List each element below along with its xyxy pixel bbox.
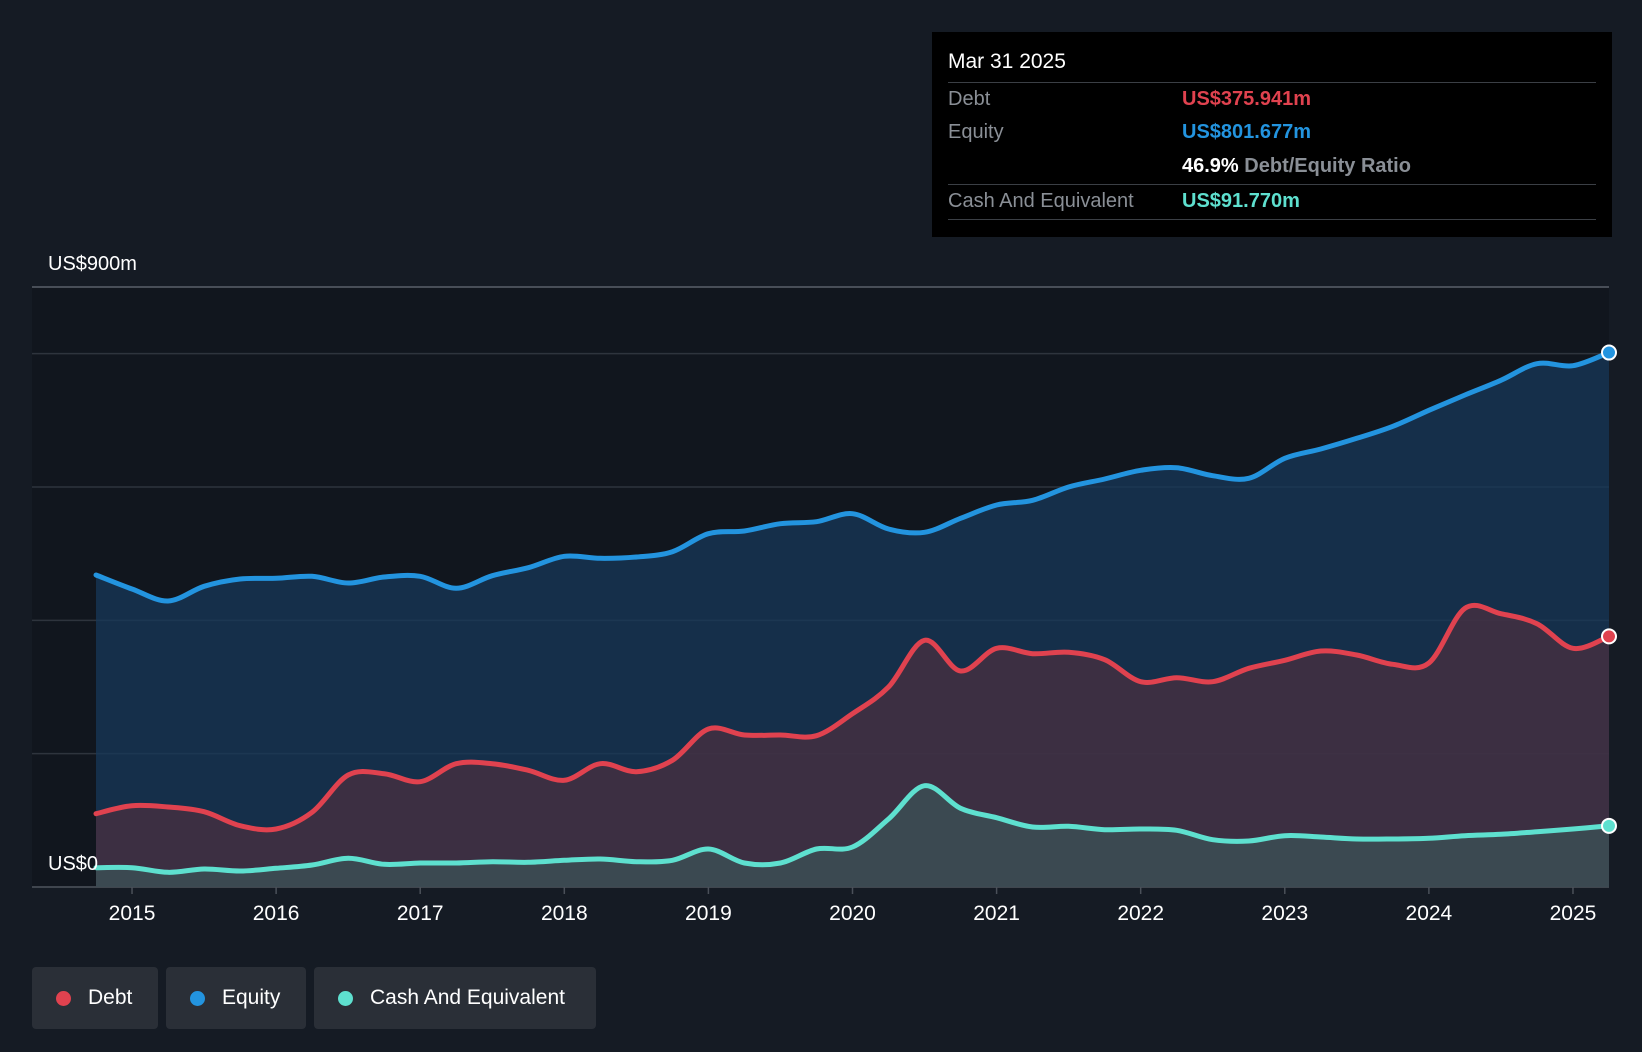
legend-cash[interactable]: Cash And Equivalent	[314, 967, 596, 1029]
legend-debt-label: Debt	[88, 986, 133, 1009]
debt-dot-icon	[56, 991, 71, 1006]
x-axis-ticks: 2015 2016 2017 2018 2019 2020 2021 2022 2023 2024…	[109, 887, 1597, 925]
cash-end-marker	[1601, 817, 1617, 834]
cash-line	[93, 783, 1612, 875]
tooltip-date: Mar 31 2025	[948, 50, 1066, 73]
legend-equity[interactable]: Equity	[166, 967, 306, 1029]
x-tick-label: 2018	[541, 902, 588, 925]
tooltip-ratio-value: 46.9%	[1182, 155, 1239, 177]
y-axis-label-top: US$900m	[48, 253, 137, 275]
x-tick-label: 2022	[1117, 902, 1164, 925]
tooltip-equity-label: Equity	[948, 121, 1004, 143]
debt-area	[96, 605, 1609, 887]
series-lines	[93, 350, 1612, 875]
x-tick-label: 2021	[973, 902, 1020, 925]
end-markers	[1601, 344, 1617, 834]
tooltip-cash-value: US$91.770m	[1182, 190, 1300, 212]
x-tick-label: 2015	[109, 902, 156, 925]
legend-debt[interactable]: Debt	[32, 967, 158, 1029]
tooltip-debt-label: Debt	[948, 88, 991, 110]
tooltip-debt-value: US$375.941m	[1182, 88, 1311, 110]
x-tick-label: 2017	[397, 902, 444, 925]
equity-line	[93, 350, 1612, 604]
cash-area	[96, 785, 1609, 887]
legend-cash-label: Cash And Equivalent	[370, 986, 565, 1009]
tooltip-cash-row: Cash And Equivalent US$91.770m	[948, 184, 1596, 220]
tooltip-debt-row: Debt US$375.941m	[948, 82, 1596, 117]
tooltip-equity-row: Equity US$801.677m	[948, 116, 1596, 150]
x-tick-label: 2023	[1261, 902, 1308, 925]
y-axis-label-bottom: US$0	[48, 853, 98, 875]
debt-end-marker	[1601, 628, 1617, 645]
equity-end-marker	[1601, 344, 1617, 361]
tooltip-ratio-label: Debt/Equity Ratio	[1244, 155, 1411, 177]
tooltip-cash-label: Cash And Equivalent	[948, 190, 1134, 212]
tooltip-panel: Mar 31 2025 Debt US$375.941m Equity US$8…	[932, 32, 1612, 237]
legend-equity-label: Equity	[222, 986, 281, 1009]
x-tick-label: 2024	[1406, 902, 1453, 925]
cash-dot-icon	[338, 991, 353, 1006]
series-areas	[96, 352, 1609, 887]
x-tick-label: 2016	[253, 902, 300, 925]
debt-line	[93, 602, 1612, 833]
x-tick-label: 2019	[685, 902, 732, 925]
tooltip-equity-value: US$801.677m	[1182, 121, 1311, 143]
tooltip-ratio: 46.9% Debt/Equity Ratio	[1182, 155, 1411, 178]
equity-dot-icon	[190, 991, 205, 1006]
x-tick-label: 2020	[829, 902, 876, 925]
x-tick-label: 2025	[1550, 902, 1597, 925]
